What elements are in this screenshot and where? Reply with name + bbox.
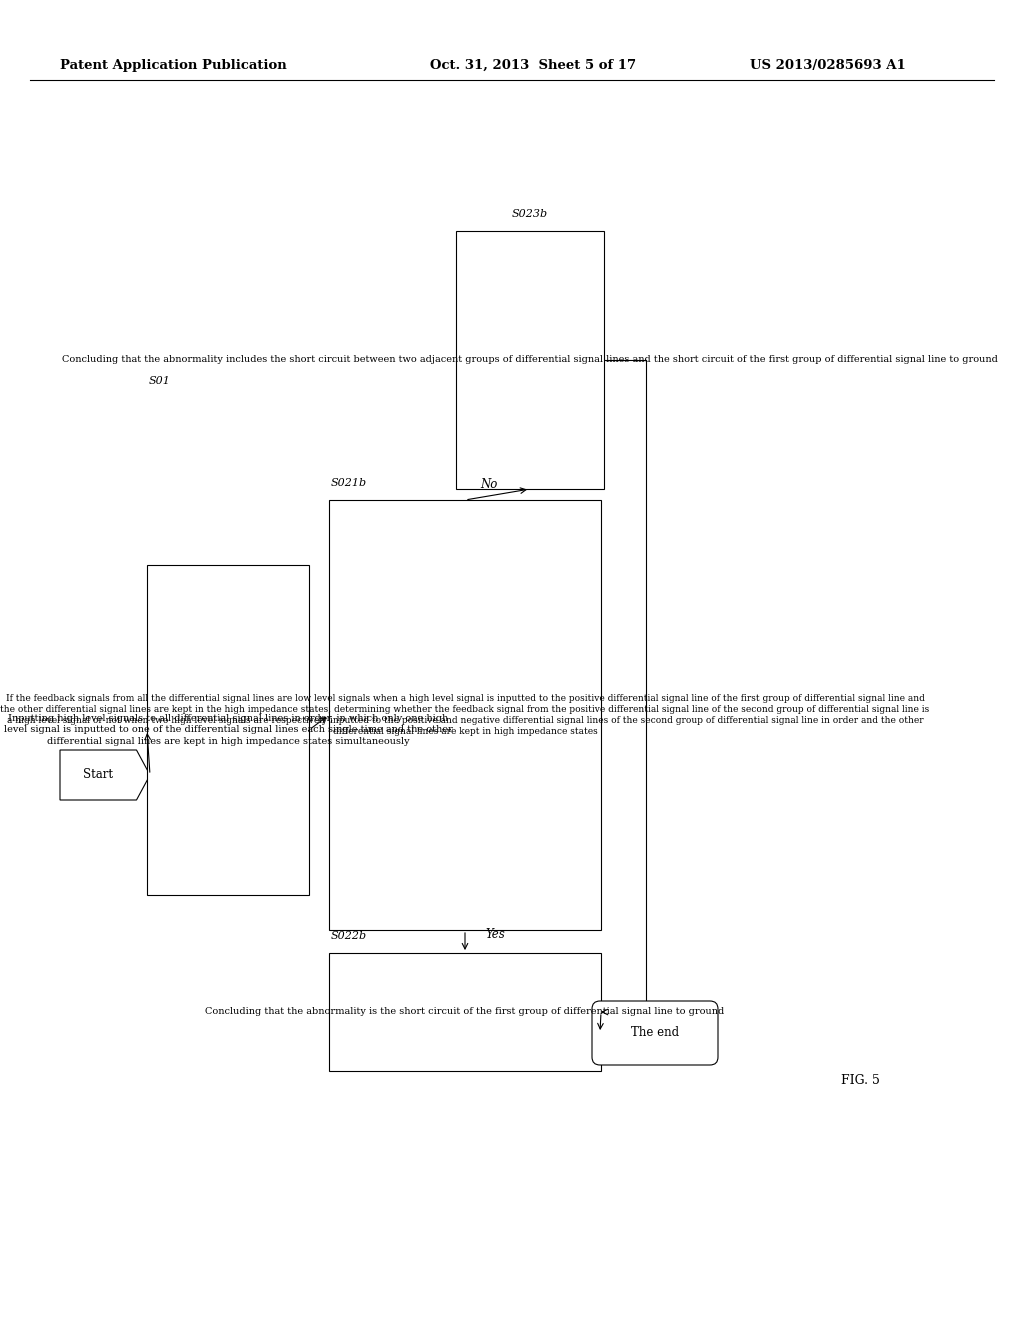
Text: US 2013/0285693 A1: US 2013/0285693 A1	[750, 58, 906, 71]
Text: The end: The end	[631, 1027, 679, 1040]
Text: S023b: S023b	[512, 209, 548, 219]
Text: No: No	[480, 479, 498, 491]
Text: Concluding that the abnormality includes the short circuit between two adjacent : Concluding that the abnormality includes…	[62, 355, 998, 364]
FancyBboxPatch shape	[592, 1001, 718, 1065]
FancyBboxPatch shape	[329, 953, 601, 1071]
Text: S01: S01	[150, 376, 171, 385]
Text: Patent Application Publication: Patent Application Publication	[60, 58, 287, 71]
Polygon shape	[60, 750, 150, 800]
FancyBboxPatch shape	[329, 500, 601, 931]
Text: Yes: Yes	[485, 928, 505, 941]
Text: FIG. 5: FIG. 5	[841, 1073, 880, 1086]
FancyBboxPatch shape	[147, 565, 309, 895]
Text: S021b: S021b	[331, 478, 368, 488]
Text: Inputting high level signals to all differential signal lines in order, in which: Inputting high level signals to all diff…	[4, 714, 453, 746]
FancyBboxPatch shape	[456, 231, 604, 488]
Text: Start: Start	[83, 768, 114, 781]
Text: Oct. 31, 2013  Sheet 5 of 17: Oct. 31, 2013 Sheet 5 of 17	[430, 58, 636, 71]
Text: Concluding that the abnormality is the short circuit of the first group of diffe: Concluding that the abnormality is the s…	[206, 1007, 725, 1016]
Text: If the feedback signals from all the differential signal lines are low level sig: If the feedback signals from all the dif…	[0, 694, 930, 737]
Text: S022b: S022b	[331, 931, 368, 941]
